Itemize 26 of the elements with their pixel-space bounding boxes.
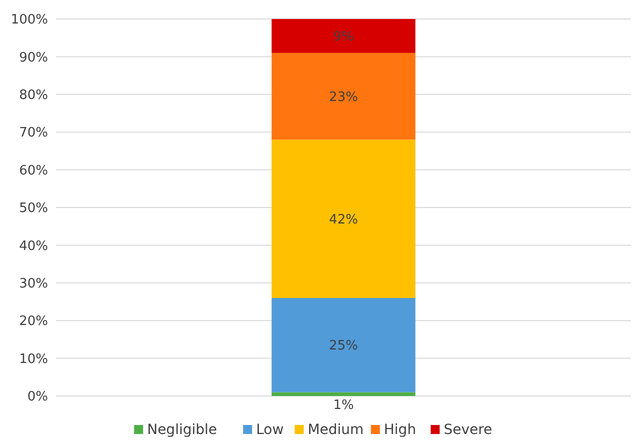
y-tick-label: 20%	[19, 314, 48, 330]
y-tick-label: 0%	[27, 390, 48, 405]
y-tick-label: 30%	[19, 276, 48, 292]
data-label: 9%	[333, 30, 354, 45]
y-tick-label: 70%	[19, 126, 48, 141]
y-tick-label: 60%	[19, 163, 48, 178]
legend-label: Severe	[444, 422, 492, 438]
bar	[272, 52, 416, 140]
y-tick-label: 100%	[10, 12, 48, 28]
bar	[272, 19, 416, 53]
y-tick-label: 40%	[19, 238, 48, 254]
legend-label: Negligible	[147, 422, 218, 438]
bar	[272, 392, 416, 396]
y-tick-label: 80%	[19, 88, 48, 103]
y-tick-label: 10%	[19, 352, 48, 367]
bar	[272, 298, 416, 392]
data-label: 23%	[329, 90, 358, 105]
y-tick-label: 90%	[19, 50, 48, 66]
legend-label: Low	[256, 422, 284, 438]
y-tick-label: 50%	[19, 201, 48, 216]
legend-label: Medium	[308, 422, 364, 438]
data-label: 1%	[333, 398, 354, 413]
legend-label: High	[384, 422, 416, 438]
bar	[272, 140, 416, 298]
data-label: 25%	[329, 338, 358, 354]
data-label: 42%	[329, 212, 358, 228]
